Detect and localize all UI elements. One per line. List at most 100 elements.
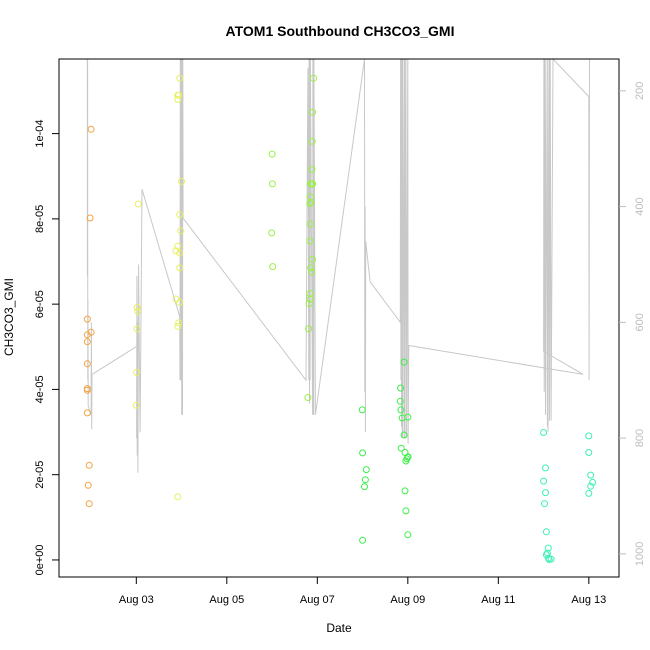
data-point (133, 368, 141, 376)
data-point (400, 431, 408, 439)
data-point (86, 214, 94, 222)
data-point (269, 263, 277, 271)
data-point (133, 325, 141, 333)
data-point (174, 242, 182, 250)
data-point (397, 384, 405, 392)
data-point (397, 444, 405, 452)
data-point (134, 307, 142, 315)
data-point (268, 180, 276, 188)
data-point (174, 322, 182, 330)
secondary-profile-line (86, 57, 590, 473)
data-point (309, 108, 317, 116)
y-tick-label: 2e-05 (34, 461, 46, 489)
data-point (176, 211, 184, 219)
data-point (397, 406, 405, 414)
data-point (175, 319, 183, 327)
data-point (402, 507, 410, 515)
x-tick-label: Aug 09 (390, 594, 425, 606)
data-point (305, 300, 313, 308)
data-point (358, 406, 366, 414)
data-point (585, 489, 593, 497)
data-point (307, 264, 315, 272)
data-point (401, 487, 409, 495)
data-point (176, 264, 184, 272)
data-point (268, 229, 276, 237)
data-point (177, 227, 185, 235)
data-point (268, 150, 276, 158)
data-point (176, 249, 184, 257)
data-point (589, 478, 597, 486)
data-point (132, 401, 140, 409)
data-point (542, 464, 549, 472)
data-point (176, 74, 184, 82)
data-point (85, 461, 93, 469)
data-point (83, 360, 91, 368)
data-point (544, 544, 552, 552)
x-tick-label: Aug 13 (571, 594, 606, 606)
y-tick-label: 6e-05 (34, 290, 46, 318)
data-point (404, 453, 412, 461)
data-point (133, 304, 141, 312)
data-point (404, 531, 412, 539)
data-point (359, 536, 367, 544)
chart-title: ATOM1 Southbound CH3CO3_GMI (226, 23, 455, 39)
data-point (307, 199, 315, 207)
y-axis: 0e+00 2e-05 4e-05 6e-05 8e-05 1e-04 (34, 120, 59, 575)
data-point (304, 394, 312, 401)
secondary-y-tick-label: 400 (634, 197, 646, 215)
data-point (547, 555, 555, 563)
data-point (308, 165, 316, 173)
y-tick-label: 4e-05 (34, 375, 46, 403)
data-point (309, 180, 317, 188)
data-point (542, 528, 550, 536)
data-point (544, 554, 552, 562)
data-point (84, 481, 92, 489)
data-point (361, 476, 369, 484)
x-tick-label: Aug 07 (300, 594, 335, 606)
data-point (176, 298, 184, 306)
data-point (175, 91, 183, 99)
secondary-y-tick-label: 800 (634, 429, 646, 447)
data-point (587, 482, 595, 490)
data-point (306, 295, 314, 303)
y-tick-label: 0e+00 (34, 544, 46, 575)
x-axis: Aug 03 Aug 05 Aug 07 Aug 09 Aug 11 Aug 13 (119, 577, 606, 606)
secondary-y-tick-label: 1000 (634, 542, 646, 566)
data-point (585, 449, 593, 456)
data-point (305, 325, 312, 333)
data-point (543, 549, 551, 557)
x-tick-label: Aug 05 (209, 594, 244, 606)
data-point (540, 429, 548, 436)
secondary-y-tick-label: 600 (634, 313, 646, 331)
data-point (87, 328, 95, 336)
data-point (362, 466, 370, 474)
data-point (309, 255, 317, 263)
data-point (400, 358, 408, 366)
data-point (306, 237, 314, 245)
data-point (361, 483, 368, 491)
x-tick-label: Aug 03 (119, 594, 154, 606)
data-point (541, 500, 548, 508)
data-point (134, 200, 142, 208)
data-point (540, 477, 548, 485)
data-point (83, 315, 91, 323)
data-point (83, 338, 91, 346)
data-point (402, 457, 410, 465)
data-point (396, 397, 404, 405)
secondary-profile-line-layer (86, 57, 590, 473)
data-point (404, 413, 412, 421)
data-point (308, 268, 316, 276)
points-layer (83, 74, 597, 563)
secondary-y-tick-label: 200 (634, 82, 646, 100)
data-point (87, 125, 95, 133)
y-tick-label: 8e-05 (34, 205, 46, 233)
plot-frame (58, 58, 620, 578)
data-point (83, 409, 91, 417)
data-point (174, 493, 182, 501)
y-tick-label: 1e-04 (34, 120, 46, 148)
data-point (83, 386, 91, 394)
data-point (585, 432, 593, 440)
data-point (542, 489, 549, 497)
